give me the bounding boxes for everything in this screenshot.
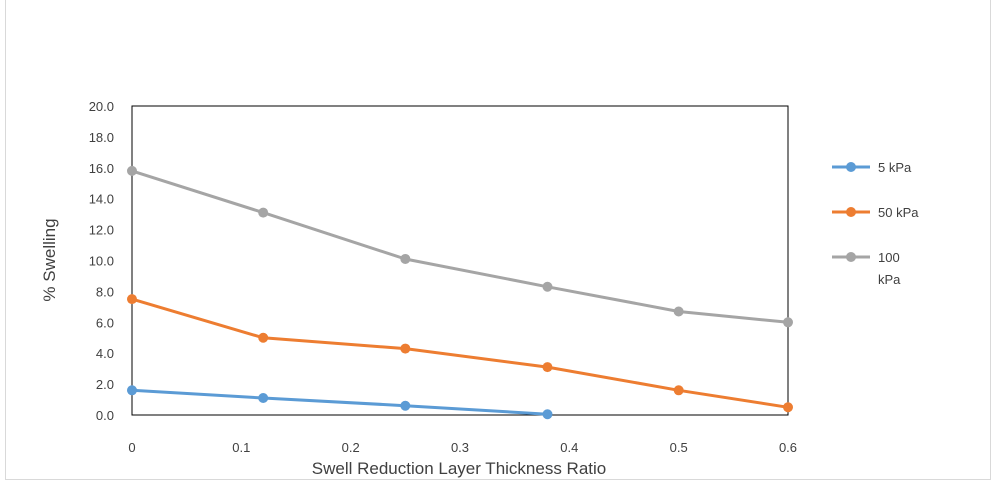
- y-tick-label: 12.0: [89, 223, 114, 238]
- data-point: [127, 294, 137, 305]
- y-axis-title: % Swelling: [40, 218, 59, 301]
- legend-item: 100 kPa: [832, 250, 901, 287]
- plot-area: [131, 105, 789, 416]
- data-point: [127, 385, 137, 396]
- data-point: [258, 207, 269, 218]
- series-1: [127, 294, 793, 413]
- x-tick-label: 0.1: [232, 440, 250, 455]
- series-line: [130, 297, 790, 409]
- y-tick-label: 0.0: [96, 408, 114, 423]
- series-0: [127, 385, 553, 420]
- legend: 5 kPa 50 kPa 100 kPa: [832, 160, 919, 287]
- x-tick-label: 0: [128, 440, 135, 455]
- data-point: [673, 385, 684, 396]
- data-point: [783, 402, 793, 413]
- legend-item: 5 kPa: [832, 160, 912, 175]
- data-point: [127, 165, 137, 176]
- data-point: [542, 362, 553, 373]
- data-point: [400, 253, 411, 264]
- y-tick-label: 8.0: [96, 284, 114, 299]
- legend-item: 50 kPa: [832, 205, 919, 220]
- chart-frame: [5, 0, 991, 480]
- y-tick-label: 14.0: [89, 192, 114, 207]
- data-point: [400, 343, 411, 354]
- y-tick-label: 10.0: [89, 254, 114, 269]
- x-tick-label: 0.2: [342, 440, 360, 455]
- x-axis-ticks: 0 0.1 0.2 0.3 0.4 0.5 0.6: [128, 440, 797, 455]
- data-point: [673, 306, 684, 317]
- series-layer: [127, 165, 793, 420]
- y-tick-label: 20.0: [89, 99, 114, 114]
- data-point: [542, 409, 553, 420]
- x-tick-label: 0.3: [451, 440, 469, 455]
- legend-swatch-marker: [846, 207, 856, 217]
- series-2: [127, 165, 793, 328]
- series-line: [130, 169, 790, 324]
- y-tick-label: 4.0: [96, 346, 114, 361]
- x-tick-label: 0.5: [670, 440, 688, 455]
- data-point: [258, 393, 269, 404]
- y-tick-label: 16.0: [89, 161, 114, 176]
- data-point: [783, 317, 793, 328]
- x-tick-label: 0.4: [560, 440, 578, 455]
- series-line: [130, 388, 549, 416]
- legend-label: 5 kPa: [878, 160, 912, 175]
- y-tick-label: 2.0: [96, 377, 114, 392]
- legend-swatch-marker: [846, 252, 856, 262]
- plot-border: [131, 105, 789, 416]
- legend-label: 100 kPa: [878, 250, 901, 287]
- data-point: [258, 332, 269, 343]
- y-tick-label: 6.0: [96, 315, 114, 330]
- legend-label: 50 kPa: [878, 205, 919, 220]
- data-point: [542, 281, 553, 292]
- y-tick-label: 18.0: [89, 130, 114, 145]
- legend-swatch-marker: [846, 162, 856, 172]
- x-axis-title: Swell Reduction Layer Thickness Ratio: [312, 459, 607, 478]
- data-point: [400, 400, 411, 411]
- x-tick-label: 0.6: [779, 440, 797, 455]
- y-axis-ticks: 0.0 2.0 4.0 6.0 8.0 10.0 12.0 14.0 16.0 18.0 20.0: [89, 99, 114, 423]
